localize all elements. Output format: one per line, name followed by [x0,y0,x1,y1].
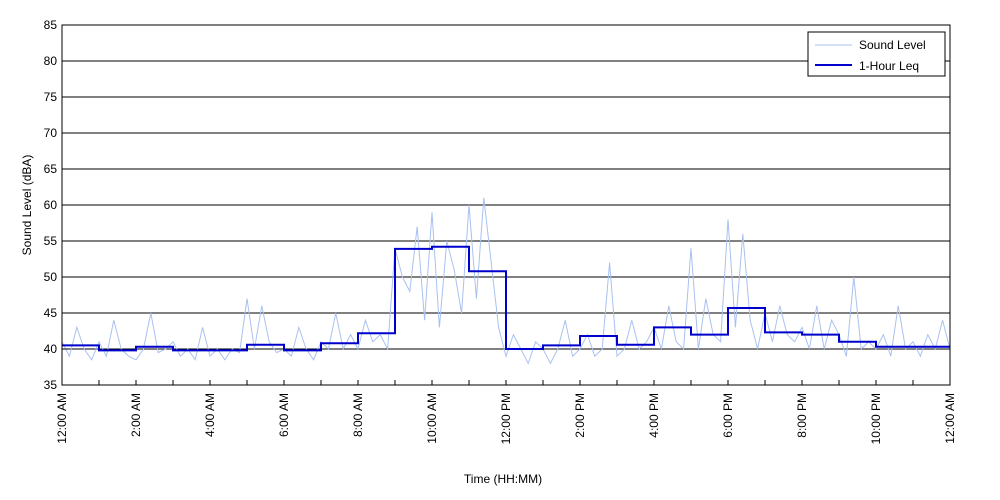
x-axis-label: Time (HH:MM) [464,472,542,486]
x-tick-label: 12:00 AM [55,393,69,444]
x-tick-label: 2:00 PM [573,393,587,438]
x-tick-label: 12:00 PM [499,393,513,444]
x-tick-label: 6:00 AM [277,393,291,437]
y-tick-label: 55 [44,234,58,248]
x-tick-label: 10:00 AM [425,393,439,444]
y-tick-label: 85 [44,18,58,32]
y-tick-label: 80 [44,54,58,68]
y-tick-label: 70 [44,126,58,140]
y-tick-label: 50 [44,270,58,284]
legend-box [807,31,946,77]
legend-label-1-hour-leq: 1-Hour Leq [859,59,919,73]
x-tick-label: 4:00 PM [647,393,661,438]
y-tick-label: 35 [44,378,58,392]
x-tick-label: 10:00 PM [869,393,883,444]
y-tick-label: 60 [44,198,58,212]
y-tick-label: 45 [44,306,58,320]
y-axis-label: Sound Level (dBA) [20,155,34,256]
series-1-hour-leq-step-line [62,245,950,352]
x-tick-label: 6:00 PM [721,393,735,438]
y-axis-ticks: 35 40 45 50 55 60 65 70 75 80 85 [44,18,67,392]
grid-lines [62,60,950,350]
x-axis-ticks: 12:00 AM 2:00 AM 4:00 AM 6:00 AM 8:00 AM 10:0… [55,380,957,444]
legend: Sound Level 1-Hour Leq [807,31,946,77]
legend-label-sound-level: Sound Level [859,38,926,52]
y-tick-label: 40 [44,342,58,356]
x-tick-label: 8:00 PM [795,393,809,438]
x-tick-label: 2:00 AM [129,393,143,437]
plot-area [61,197,951,365]
x-tick-label: 4:00 AM [203,393,217,437]
y-tick-label: 75 [44,90,58,104]
x-tick-label: 12:00 AM [943,393,957,444]
y-tick-label: 65 [44,162,58,176]
series-sound-level-line [61,197,951,365]
x-tick-label: 8:00 AM [351,393,365,437]
